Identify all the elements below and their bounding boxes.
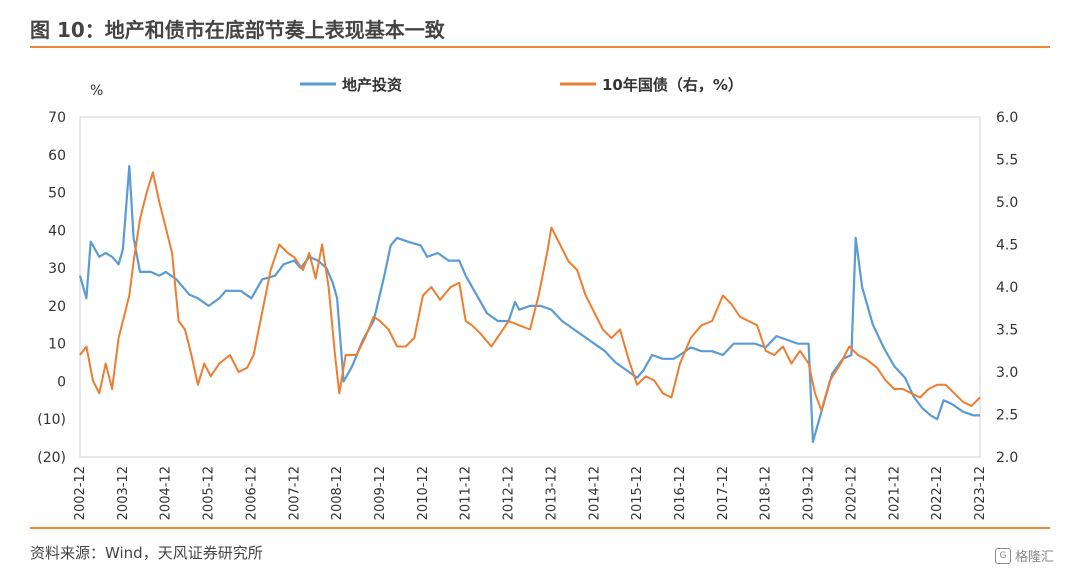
left-tick-label: 60 — [48, 148, 66, 164]
right-tick-label: 3.0 — [996, 365, 1018, 381]
right-tick-label: 2.5 — [996, 408, 1018, 424]
watermark-text: 格隆汇 — [1014, 550, 1054, 565]
x-tick-label: 2004-12 — [159, 466, 174, 520]
x-tick-label: 2023-12 — [973, 466, 988, 520]
left-tick-label: 20 — [48, 299, 66, 315]
x-tick-label: 2005-12 — [202, 466, 217, 520]
right-tick-label: 5.5 — [996, 153, 1018, 169]
title-divider — [30, 46, 1050, 48]
x-tick-label: 2010-12 — [416, 466, 431, 520]
watermark-logo-icon: G — [994, 547, 1011, 564]
x-tick-label: 2021-12 — [887, 466, 902, 520]
x-tick-label: 2012-12 — [502, 466, 517, 520]
chart-title: 图 10：地产和债市在底部节奏上表现基本一致 — [30, 18, 445, 42]
right-tick-label: 2.0 — [996, 450, 1018, 466]
right-tick-label: 4.5 — [996, 238, 1018, 254]
bond-yield-series-line — [79, 171, 981, 412]
x-tick-label: 2009-12 — [373, 466, 388, 520]
left-tick-label: 40 — [48, 223, 66, 239]
x-tick-label: 2020-12 — [844, 466, 859, 520]
x-tick-label: 2022-12 — [930, 466, 945, 520]
left-tick-label: 70 — [48, 110, 66, 126]
legend: 地产投资 10年国债（右，%） — [300, 76, 743, 94]
x-tick-label: 2017-12 — [716, 466, 731, 520]
right-tick-label: 5.0 — [996, 195, 1018, 211]
left-y-axis: 70 60 50 40 30 20 10 0 (10) (20) — [37, 110, 66, 466]
x-tick-label: 2018-12 — [759, 466, 774, 520]
plot-area — [79, 116, 981, 458]
x-tick-label: 2008-12 — [330, 466, 345, 520]
legend-label: 10年国债（右，%） — [602, 76, 743, 94]
left-tick-label: (20) — [37, 450, 66, 466]
left-tick-label: 0 — [57, 374, 66, 390]
property-investment-series-line — [78, 165, 980, 443]
x-tick-label: 2013-12 — [544, 466, 559, 520]
x-tick-label: 2002-12 — [73, 466, 88, 520]
x-tick-label: 2015-12 — [630, 466, 645, 520]
left-tick-label: 10 — [48, 337, 66, 353]
right-tick-label: 6.0 — [996, 110, 1018, 126]
watermark: G 格隆汇 — [994, 546, 1054, 565]
left-tick-label: 30 — [48, 261, 66, 277]
right-tick-label: 4.0 — [996, 280, 1018, 296]
left-tick-label: (10) — [37, 412, 66, 428]
x-tick-label: 2014-12 — [587, 466, 602, 520]
footer-divider — [30, 527, 1050, 529]
right-tick-label: 3.5 — [996, 323, 1018, 339]
x-tick-label: 2003-12 — [116, 466, 131, 520]
right-y-axis: 6.0 5.5 5.0 4.5 4.0 3.5 3.0 2.5 2.0 — [996, 110, 1018, 466]
legend-label: 地产投资 — [342, 76, 402, 94]
x-tick-label: 2019-12 — [802, 466, 817, 520]
x-tick-label: 2011-12 — [459, 466, 474, 520]
x-tick-label: 2006-12 — [244, 466, 259, 520]
x-axis: 2002-12 2003-12 2004-12 2005-12 2006-12 2007-… — [73, 466, 988, 520]
source-note: 资料来源：Wind，天风证券研究所 — [30, 544, 263, 562]
x-tick-label: 2016-12 — [673, 466, 688, 520]
left-axis-unit: % — [90, 83, 103, 99]
x-tick-label: 2007-12 — [287, 466, 302, 520]
series-layer — [78, 165, 981, 443]
left-tick-label: 50 — [48, 186, 66, 202]
